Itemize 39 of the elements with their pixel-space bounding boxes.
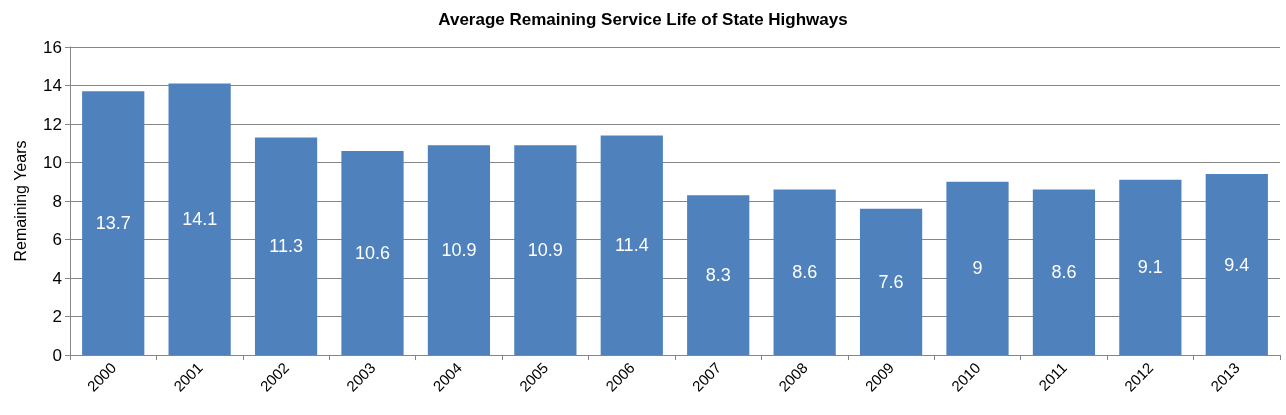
data-label: 8.6 (792, 262, 818, 283)
bar (514, 145, 577, 355)
data-label: 8.6 (1051, 262, 1077, 283)
data-label: 9.1 (1137, 257, 1163, 278)
bar (600, 135, 663, 355)
data-label: 10.9 (527, 240, 563, 261)
bar (254, 137, 318, 355)
y-tick-label: 8 (52, 191, 62, 211)
bar (1032, 189, 1096, 355)
data-label: 9 (972, 258, 983, 279)
bar (341, 150, 404, 355)
bar (687, 195, 750, 355)
data-label: 9.4 (1224, 254, 1250, 275)
y-tick-label: 12 (43, 114, 62, 134)
bar (773, 189, 836, 355)
y-tick-label: 14 (43, 76, 62, 95)
data-label: 10.6 (354, 242, 391, 263)
y-tick-label: 2 (52, 307, 62, 326)
y-tick-label: 6 (52, 230, 62, 249)
chart-title: Average Remaining Service Life of State Highways (438, 10, 848, 29)
bar (1205, 174, 1268, 355)
bar (82, 91, 145, 355)
bar (168, 83, 231, 355)
data-label: 8.3 (705, 265, 731, 286)
data-label: 14.1 (182, 209, 218, 230)
data-label: 10.9 (441, 240, 477, 261)
data-label: 11.4 (614, 235, 649, 256)
y-tick-label: 16 (43, 37, 62, 57)
bar (427, 145, 491, 355)
data-label: 13.7 (95, 213, 131, 234)
y-axis-title: Remaining Years (11, 140, 29, 262)
y-tick-label: 4 (52, 268, 62, 288)
data-label: 11.3 (269, 236, 303, 257)
data-label: 7.6 (878, 271, 904, 292)
bar (859, 208, 923, 355)
bar (1119, 179, 1182, 355)
y-tick-label: 0 (52, 345, 62, 365)
bar (946, 181, 1009, 355)
y-tick-label: 10 (43, 153, 62, 172)
